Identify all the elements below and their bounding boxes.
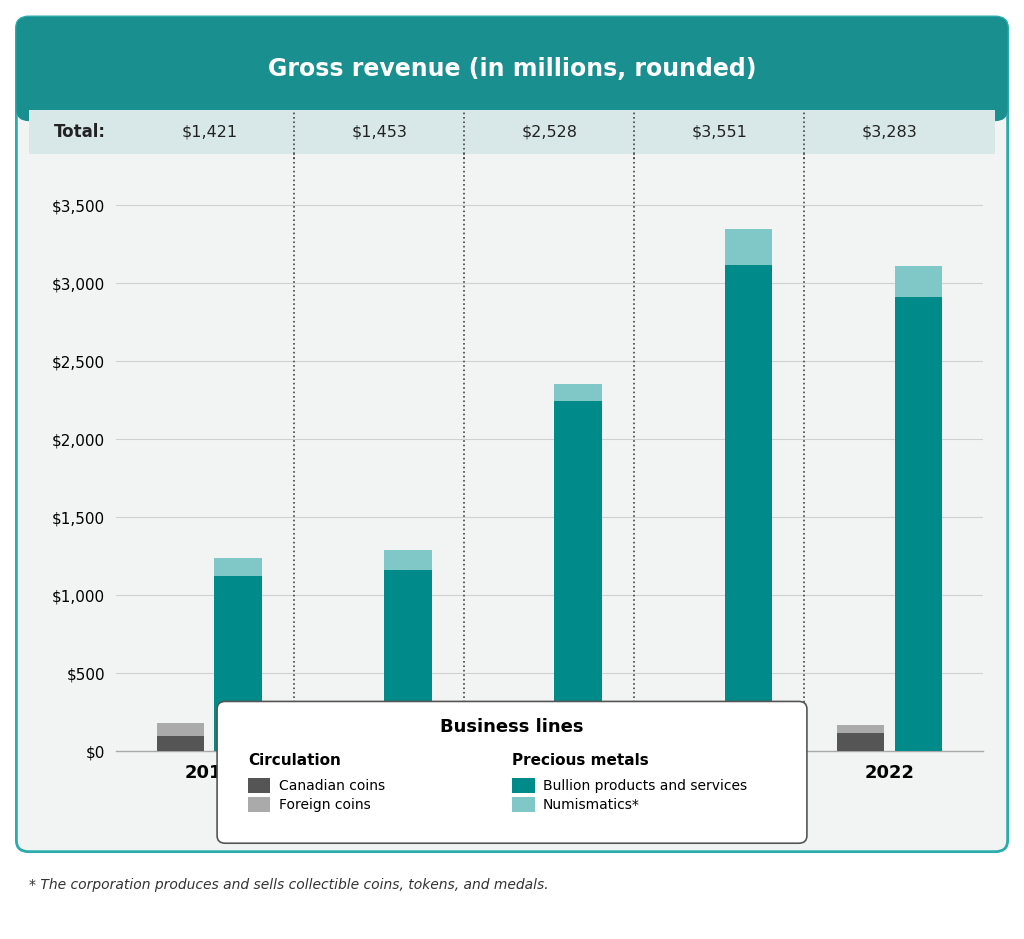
Bar (725, 229, 772, 266)
Text: Bullion products and services: Bullion products and services (543, 779, 746, 793)
Bar (384, 550, 432, 570)
Bar (497, 725, 545, 735)
Bar (554, 401, 602, 751)
Bar (327, 726, 374, 736)
Text: $3,551: $3,551 (691, 125, 748, 139)
Bar (214, 577, 262, 751)
Text: * The corporation produces and sells collectible coins, tokens, and medals.: * The corporation produces and sells col… (29, 878, 548, 891)
Bar (667, 719, 715, 731)
Bar (837, 733, 885, 751)
Bar (157, 735, 204, 751)
Text: Numismatics*: Numismatics* (543, 798, 640, 811)
Bar (554, 383, 602, 401)
Bar (667, 731, 715, 751)
Text: $1,421: $1,421 (181, 125, 238, 139)
Text: Precious metals: Precious metals (512, 753, 649, 768)
Bar (895, 297, 942, 751)
Text: Circulation: Circulation (248, 753, 341, 768)
Text: $2,528: $2,528 (521, 125, 578, 139)
X-axis label: Year: Year (525, 793, 573, 812)
Text: $1,453: $1,453 (351, 125, 408, 139)
Text: Business lines: Business lines (440, 718, 584, 736)
Text: $3,283: $3,283 (861, 125, 918, 139)
Bar (327, 736, 374, 751)
Text: Total:: Total: (54, 123, 106, 141)
Text: Canadian coins: Canadian coins (279, 779, 385, 793)
Text: Foreign coins: Foreign coins (279, 798, 371, 811)
Bar (895, 266, 942, 297)
Bar (497, 735, 545, 751)
Bar (725, 266, 772, 751)
Bar (214, 558, 262, 577)
Bar (384, 570, 432, 751)
Text: Gross revenue (in millions, rounded): Gross revenue (in millions, rounded) (267, 57, 757, 81)
Bar (837, 725, 885, 733)
Bar (157, 723, 204, 735)
